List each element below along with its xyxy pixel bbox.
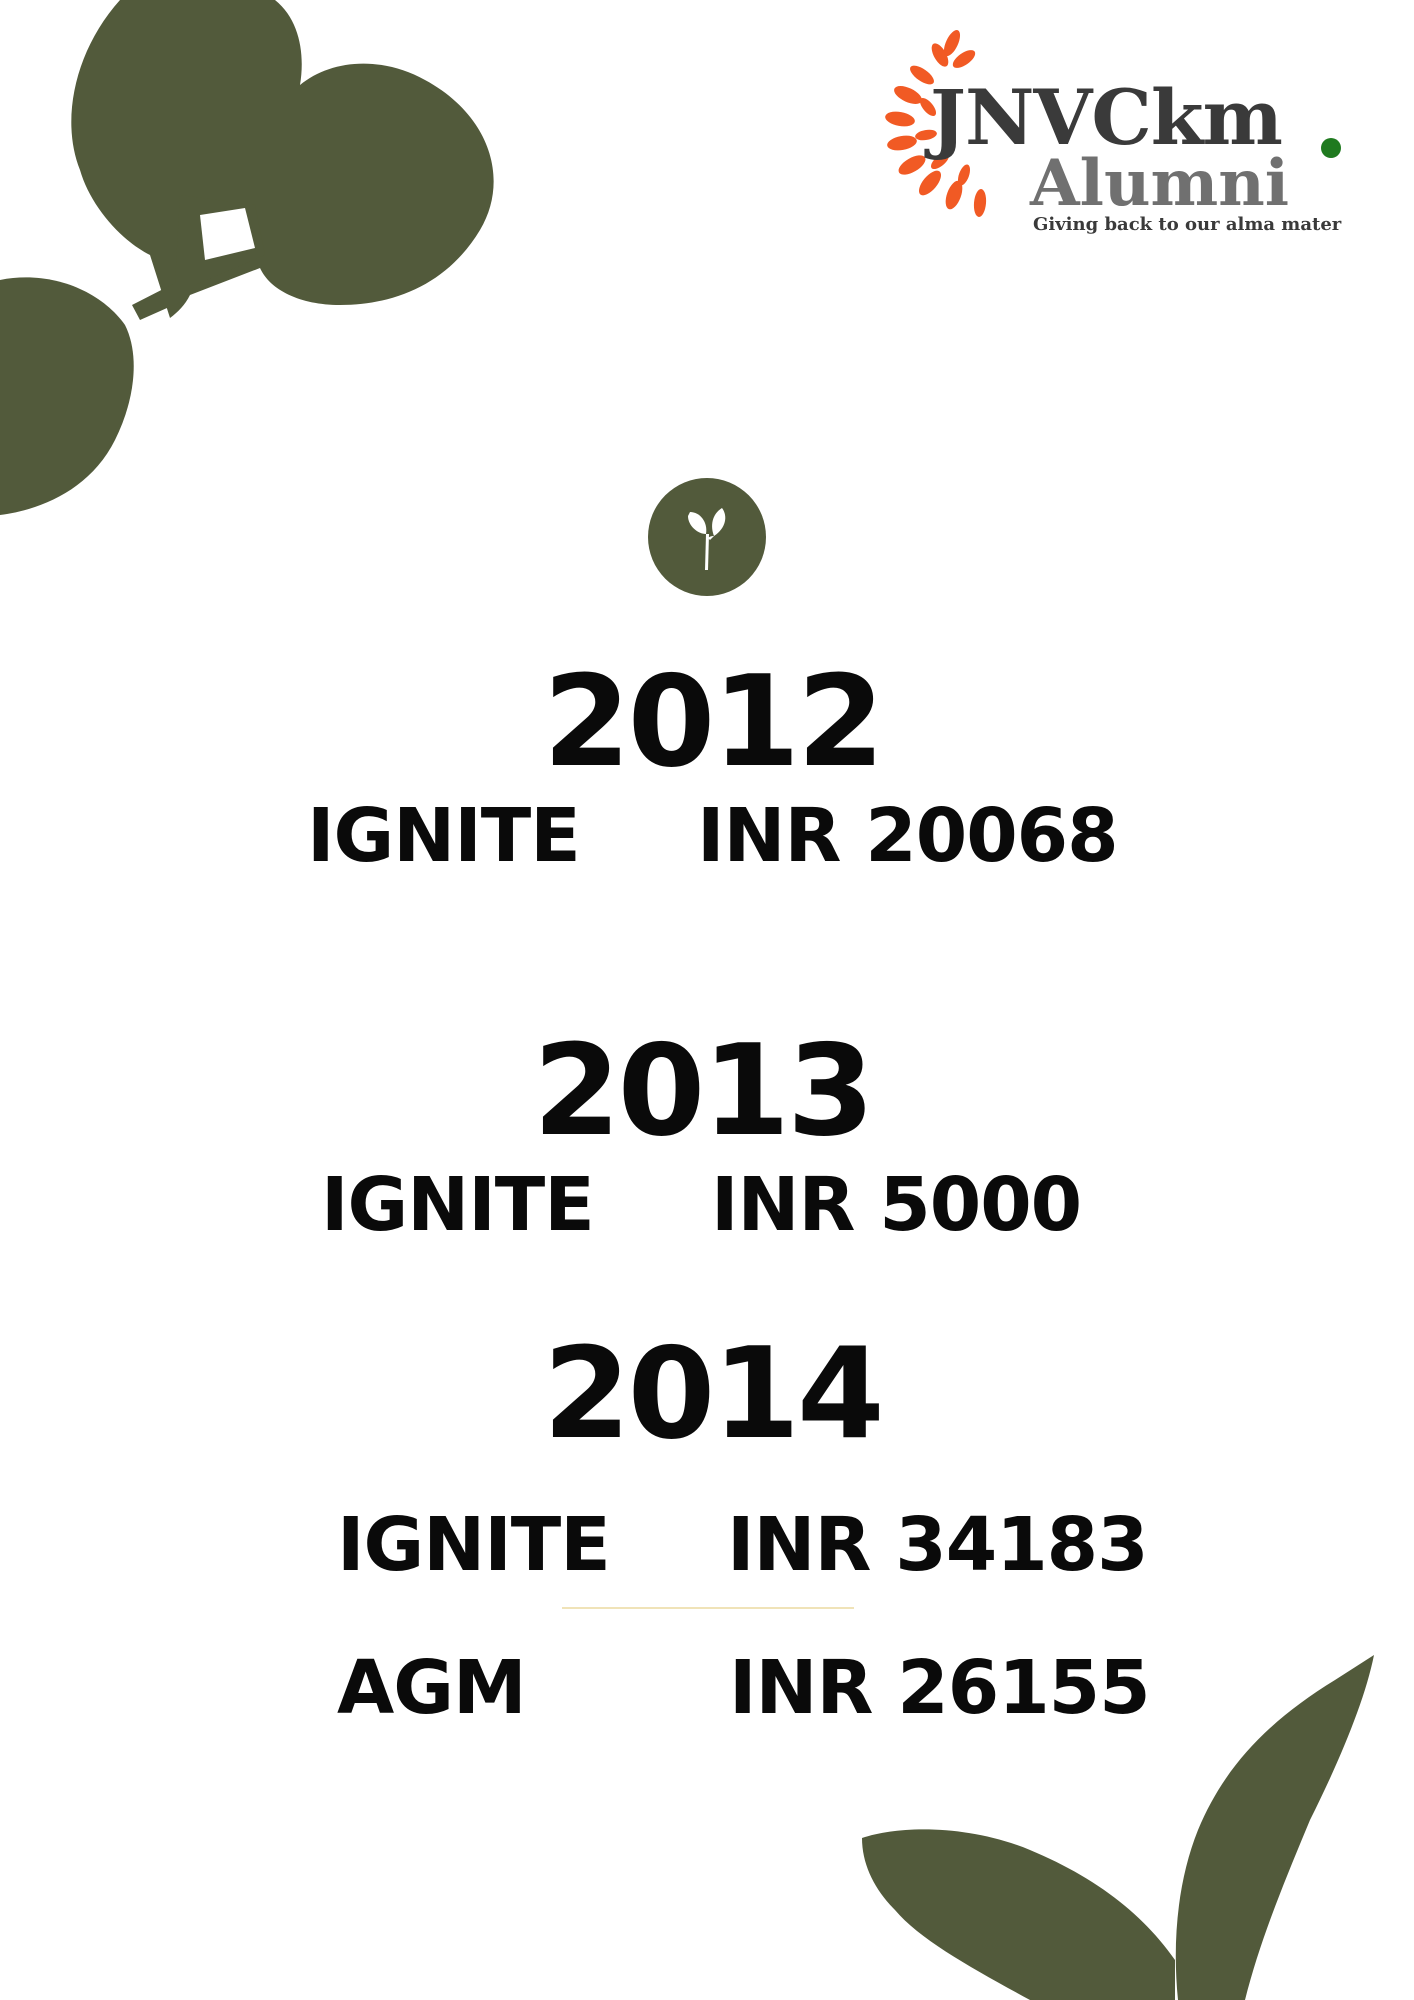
entry-label: AGM (337, 1645, 527, 1731)
year-2012-heading: 2012 (543, 648, 885, 795)
entry-label: IGNITE (307, 793, 581, 879)
entry-label: IGNITE (337, 1502, 611, 1588)
logo-dot (1321, 138, 1341, 158)
entry-value: INR 26155 (729, 1645, 1151, 1731)
entry-label: IGNITE (321, 1162, 595, 1248)
entry-value: INR 5000 (711, 1162, 1082, 1248)
sprout-icon (688, 508, 726, 570)
logo-subname: Alumni (1030, 146, 1290, 221)
logo-tagline: Giving back to our alma mater (1033, 214, 1342, 235)
entry-value: INR 34183 (727, 1502, 1149, 1588)
sprout-badge (648, 478, 766, 596)
logo-name: JNVCkm (930, 73, 1283, 162)
year-2014-heading: 2014 (543, 1320, 885, 1467)
wreath-icon (885, 30, 987, 217)
brand-logo: JNVCkm Alumni Giving back to our alma ma… (880, 25, 1350, 245)
divider (562, 1607, 854, 1609)
leaves-decoration-top-left (0, 0, 494, 515)
year-2013-heading: 2013 (533, 1017, 875, 1164)
entry-value: INR 20068 (697, 793, 1119, 879)
leaves-decoration-bottom-right (862, 1655, 1374, 2000)
